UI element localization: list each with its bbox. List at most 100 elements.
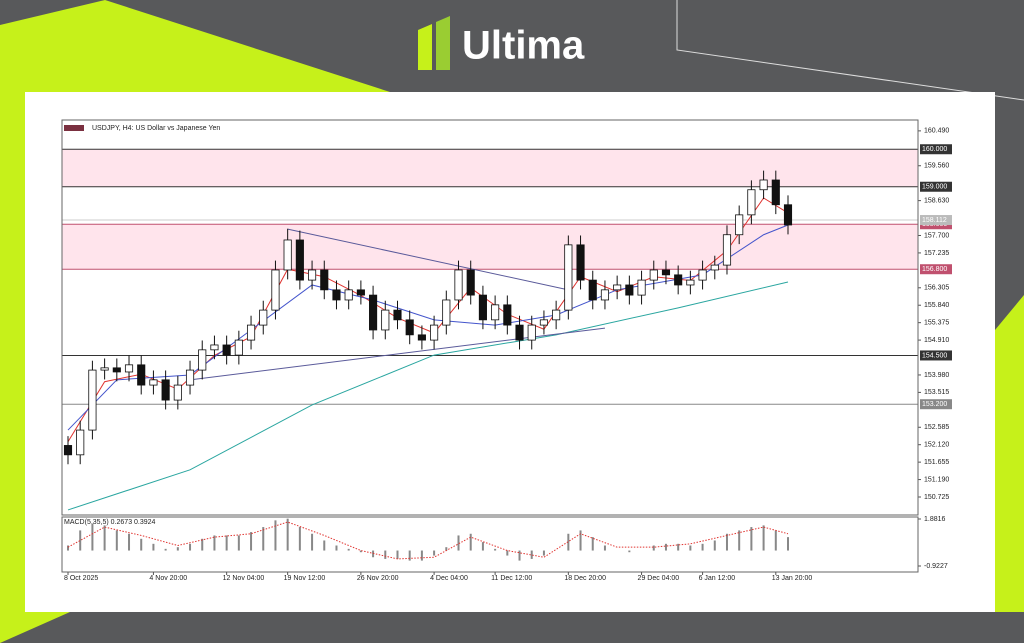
candle-body (295, 239, 304, 281)
candle-body (442, 299, 451, 326)
y-tick-label: 150.725 (924, 494, 949, 501)
candle-body (454, 269, 463, 301)
candle-body (185, 369, 195, 386)
logo-icon (418, 24, 432, 70)
macd-bar (67, 545, 69, 551)
candle-body (491, 304, 500, 321)
candle-body (417, 334, 426, 341)
y-tick-label: 157.700 (924, 232, 949, 239)
macd-bar (469, 533, 472, 551)
y-tick-label: -0.9227 (924, 563, 948, 570)
candle-body (161, 379, 170, 401)
macd-bar (494, 548, 497, 551)
candle-body (478, 294, 487, 321)
macd-bar (713, 540, 716, 551)
x-tick-label: 18 Dec 20:00 (564, 575, 606, 582)
macd-bar (152, 543, 155, 551)
chart-title: USDJPY, H4: US Dollar vs Japanese Yen (92, 125, 220, 132)
candle-body (710, 264, 719, 271)
y-tick-label: 153.980 (924, 372, 949, 379)
macd-bar (677, 543, 680, 551)
macd-bar (701, 543, 704, 551)
macd-bar (396, 550, 399, 559)
current-price-label: 158.112 (922, 217, 947, 224)
macd-bar (250, 532, 253, 551)
x-tick-label: 4 Nov 20:00 (149, 575, 187, 582)
macd-bar (213, 535, 216, 551)
candle-body (283, 239, 292, 271)
macd-bar (689, 545, 692, 551)
zone (62, 149, 918, 187)
macd-bar (189, 543, 192, 551)
level-label: 160.000 (922, 146, 947, 153)
macd-bar (457, 535, 460, 551)
macd-bar (311, 533, 314, 551)
macd-bar (237, 535, 240, 551)
candle-body (674, 274, 683, 286)
x-tick-label: 29 Dec 04:00 (638, 575, 680, 582)
candle-body (112, 367, 121, 373)
candle-body (539, 319, 548, 326)
macd-bar (164, 548, 167, 551)
macd-bar (286, 518, 289, 551)
x-tick-label: 13 Jan 20:00 (772, 575, 813, 582)
candle-body (76, 429, 85, 456)
y-tick-label: 157.235 (924, 250, 949, 257)
zone (62, 224, 918, 270)
macd-bar (298, 527, 301, 551)
macd-bar (103, 525, 106, 551)
level-label: 153.200 (922, 401, 947, 408)
y-tick-label: 152.585 (924, 424, 949, 431)
candle-body (100, 367, 109, 371)
level-tag (920, 264, 952, 275)
candle-body (308, 269, 317, 281)
x-tick-label: 26 Nov 20:00 (357, 575, 399, 582)
level-tag (920, 399, 952, 410)
candle-body (88, 369, 97, 431)
candle-body (320, 269, 329, 291)
candle-body (552, 309, 561, 321)
candle-body (613, 284, 622, 291)
level-label: 154.500 (922, 352, 947, 359)
y-tick-label: 151.190 (924, 476, 949, 483)
macd-bar (567, 533, 570, 551)
candle-body (198, 349, 207, 371)
y-tick-label: 151.655 (924, 459, 949, 466)
macd-bar (176, 547, 179, 551)
plot-frame (61, 119, 919, 516)
macd-bar (445, 547, 448, 551)
candle-body (759, 179, 768, 191)
macd-bar (506, 550, 509, 556)
candle-body (527, 324, 536, 341)
y-tick-label: 153.515 (924, 389, 949, 396)
candle-body (430, 324, 439, 341)
macd-bar (201, 538, 204, 551)
y-tick-label: 155.840 (924, 302, 949, 309)
macd-bar (762, 525, 765, 551)
macd-bar (652, 545, 655, 551)
candle-body (515, 324, 524, 341)
macd-bar (530, 550, 533, 559)
level-tag (920, 350, 952, 361)
macd-bar (335, 545, 338, 551)
candle-body (783, 204, 793, 226)
macd-bar (579, 530, 582, 551)
candle-body (259, 309, 268, 326)
level-label: 156.800 (922, 266, 947, 273)
candle-body (405, 319, 414, 336)
candle-body (332, 289, 341, 301)
macd-bar (91, 523, 94, 551)
macd-bar (140, 538, 143, 551)
x-tick-label: 4 Dec 04:00 (430, 575, 468, 582)
macd-bar (738, 530, 741, 551)
y-tick-label: 155.375 (924, 319, 949, 326)
macd-bar (433, 550, 436, 556)
x-tick-label: 6 Jan 12:00 (699, 575, 736, 582)
macd-bar (323, 540, 326, 551)
macd-bar (481, 542, 484, 551)
macd-bar (628, 550, 631, 553)
candle-body (393, 309, 402, 321)
candle-body (173, 384, 182, 401)
y-tick-label: 156.305 (924, 285, 949, 292)
